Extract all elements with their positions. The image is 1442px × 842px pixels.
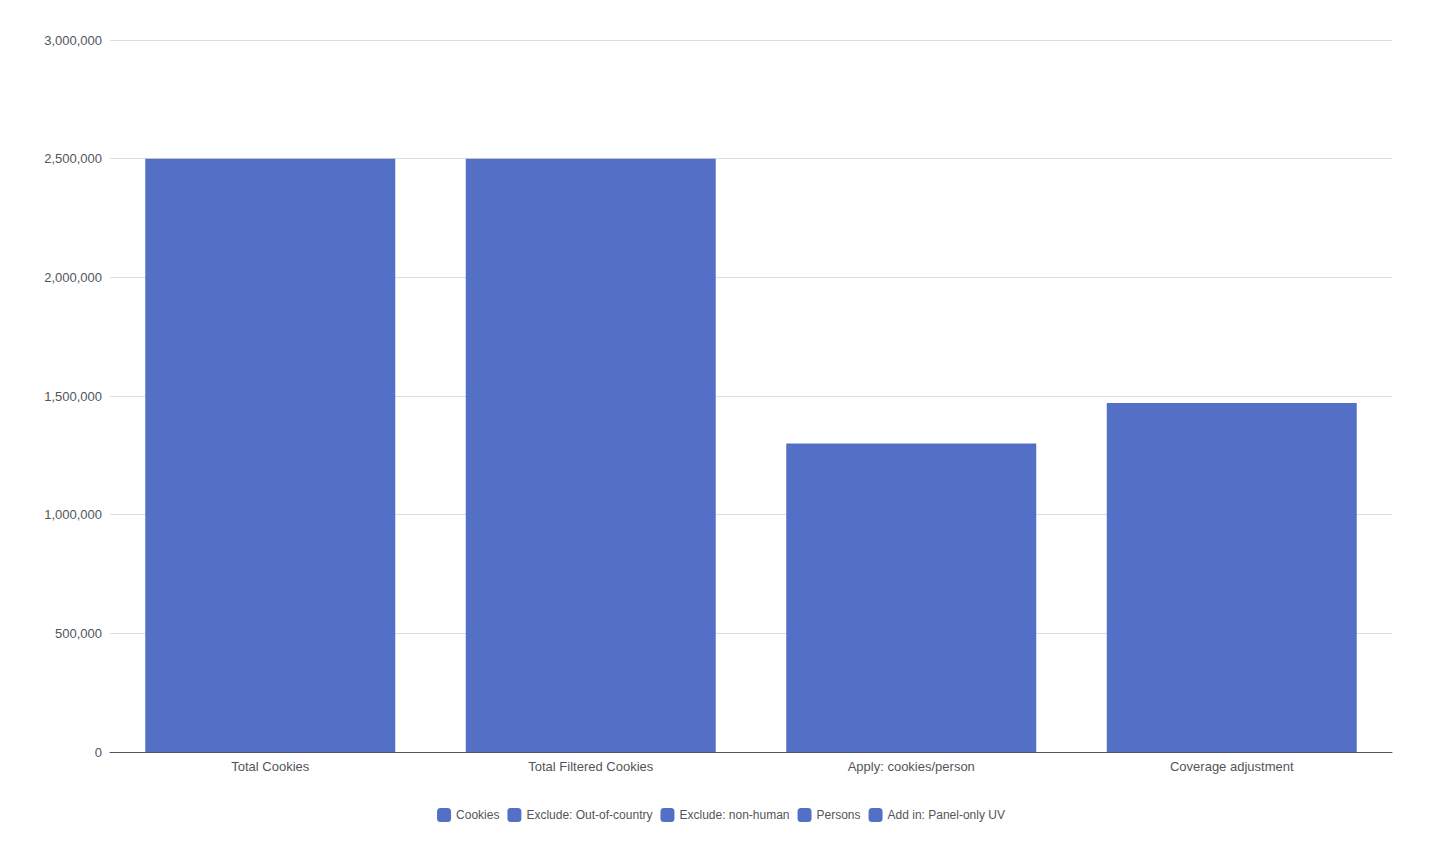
svg-text:3,000,000: 3,000,000 <box>44 33 102 48</box>
svg-text:Coverage adjustment: Coverage adjustment <box>1170 759 1294 774</box>
svg-text:Exclude: Out-of-country: Exclude: Out-of-country <box>526 808 652 822</box>
svg-text:Apply: cookies/person: Apply: cookies/person <box>848 759 975 774</box>
svg-text:Persons: Persons <box>817 808 861 822</box>
svg-text:0: 0 <box>95 745 102 760</box>
svg-text:Total Cookies: Total Cookies <box>231 759 310 774</box>
svg-text:500,000: 500,000 <box>55 626 102 641</box>
svg-text:Exclude: non-human: Exclude: non-human <box>679 808 789 822</box>
svg-text:Cookies: Cookies <box>456 808 499 822</box>
svg-text:1,500,000: 1,500,000 <box>44 389 102 404</box>
svg-text:1,000,000: 1,000,000 <box>44 507 102 522</box>
svg-text:Total Filtered Cookies: Total Filtered Cookies <box>528 759 653 774</box>
svg-text:Add in: Panel-only UV: Add in: Panel-only UV <box>888 808 1005 822</box>
svg-text:2,500,000: 2,500,000 <box>44 151 102 166</box>
svg-text:2,000,000: 2,000,000 <box>44 270 102 285</box>
